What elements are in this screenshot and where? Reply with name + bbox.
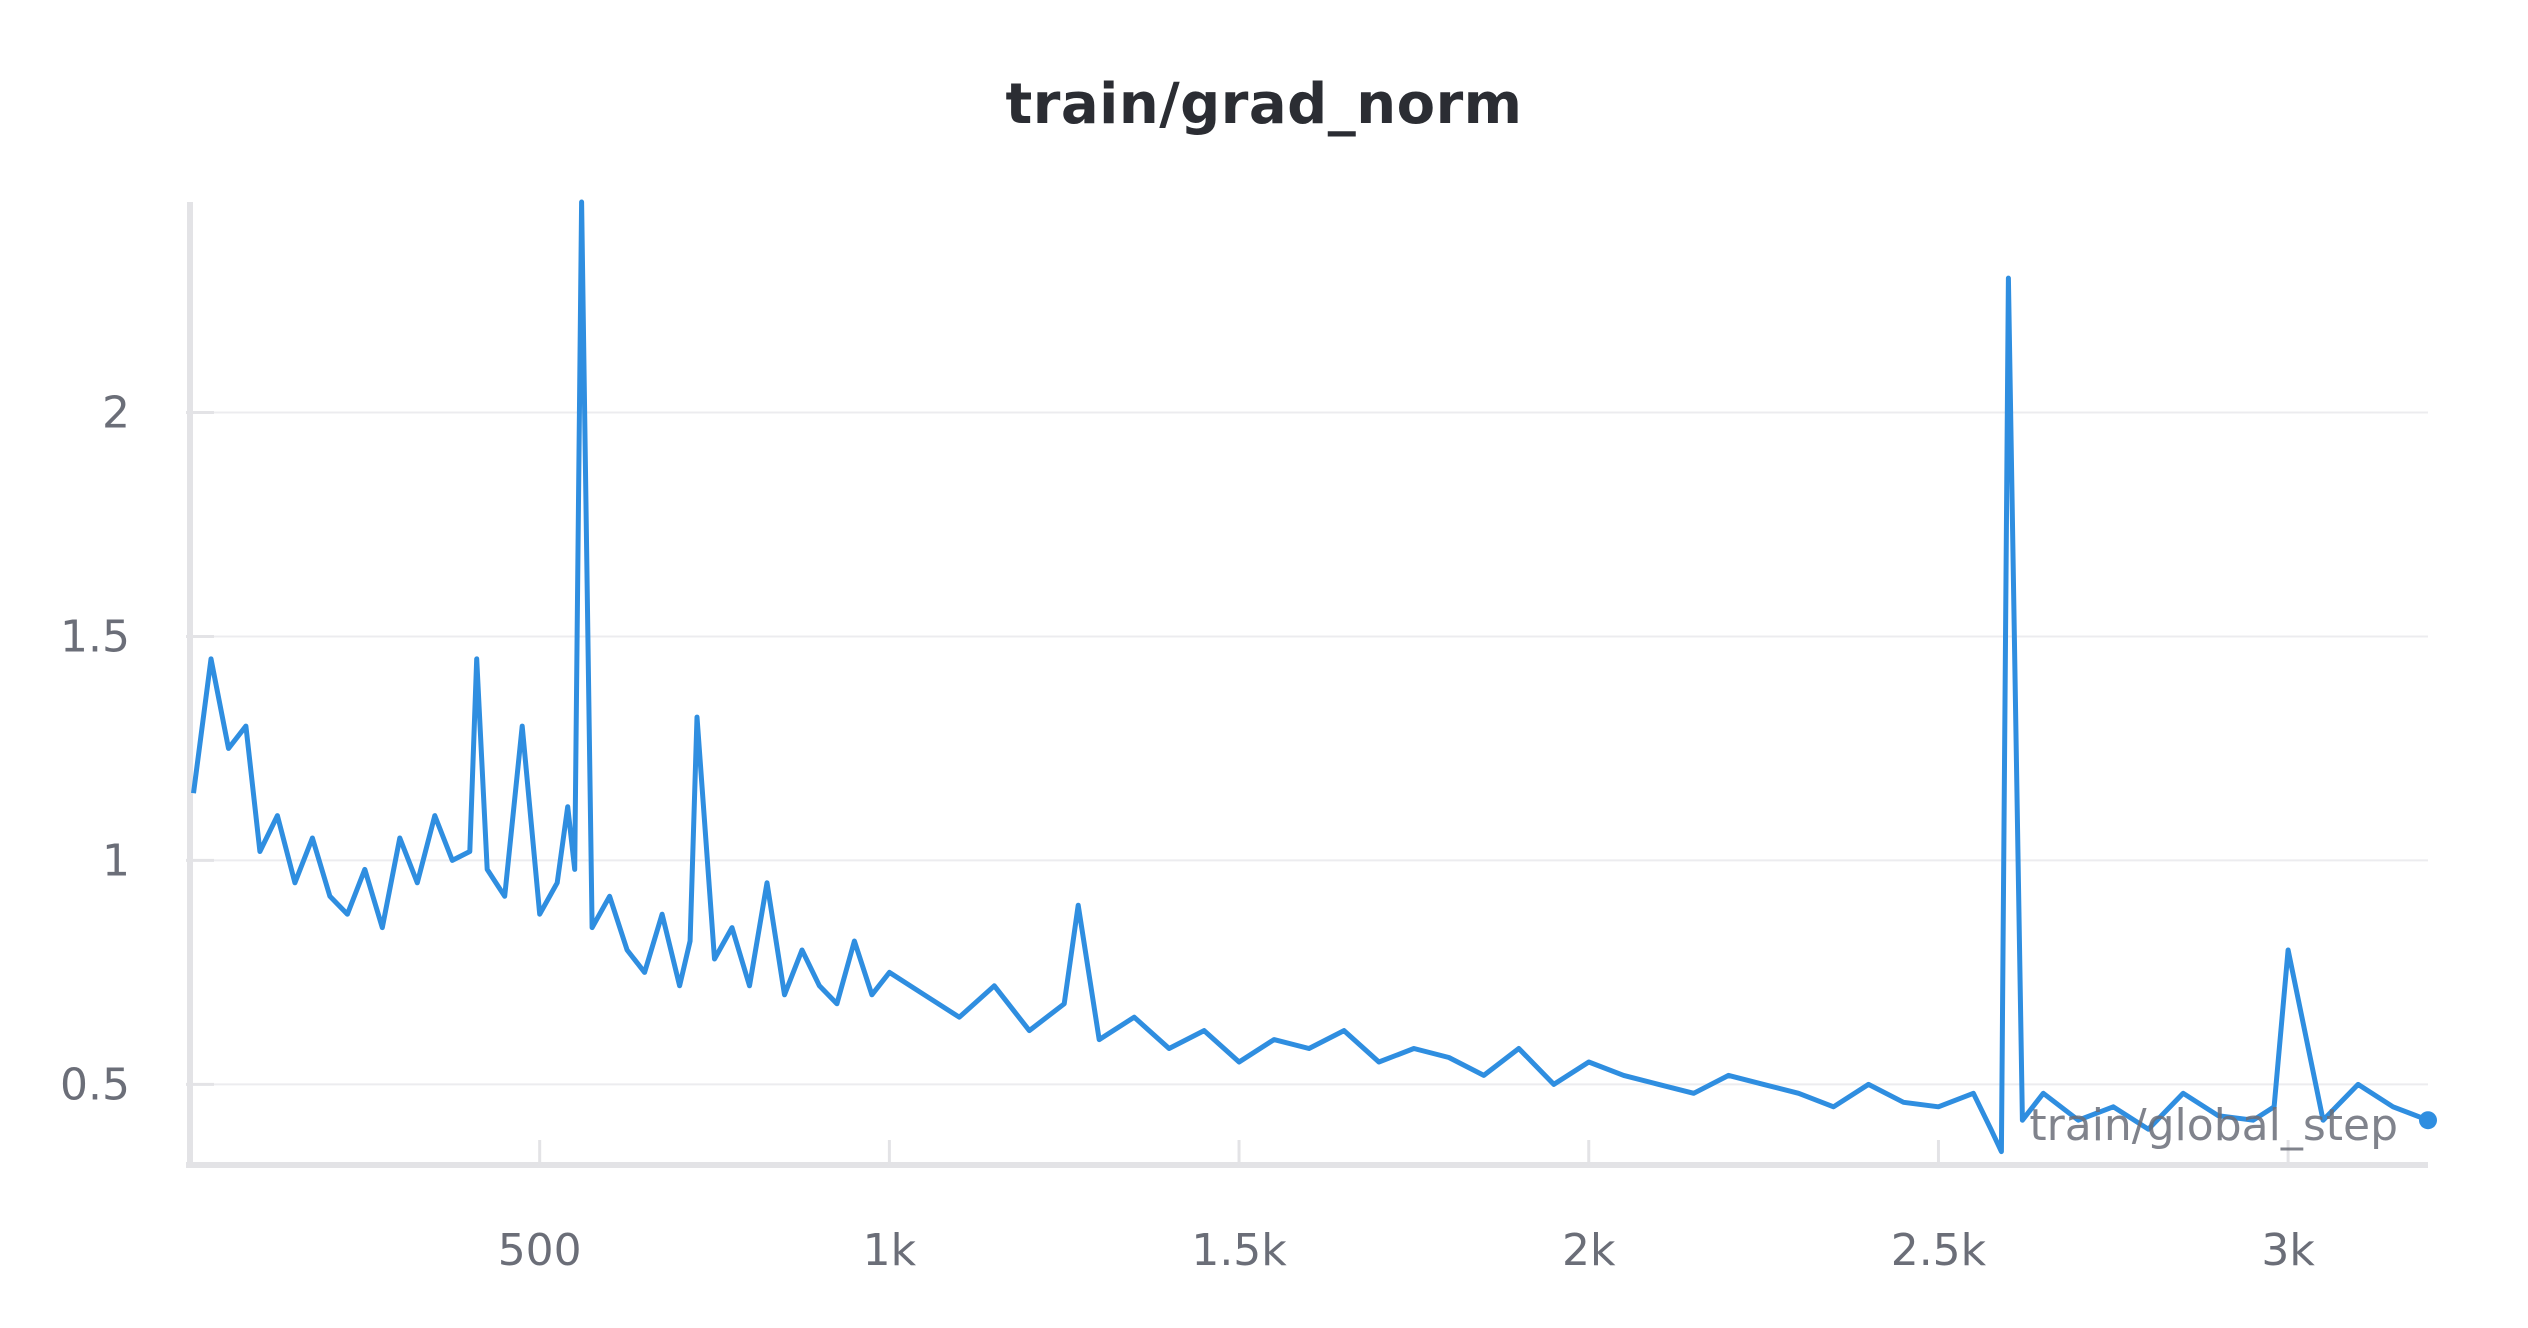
y-tick-label: 2 [102,388,130,439]
y-tick-label: 1.5 [60,611,130,662]
x-tick-label: 3k [2261,1225,2315,1276]
y-tick-label: 0.5 [60,1059,130,1110]
x-tick-label: 2k [1562,1225,1616,1276]
x-tick-label: 1k [863,1225,917,1276]
chart-title: train/grad_norm [1005,72,1523,137]
ticks: 0.5 1 1.5 2 500 1k 1.5k 2k 2.5k 3k [60,388,2315,1276]
gridlines [190,411,2428,1086]
x-tick-label: 500 [498,1225,582,1276]
series-line [191,199,2429,1155]
series-end-point [2419,1111,2437,1130]
series-layer [191,199,2437,1155]
x-axis-title: train/global_step [2029,1100,2398,1151]
x-tick-label: 2.5k [1891,1225,1987,1276]
x-tick-label: 1.5k [1191,1225,1287,1276]
y-tick-label: 1 [102,835,130,886]
